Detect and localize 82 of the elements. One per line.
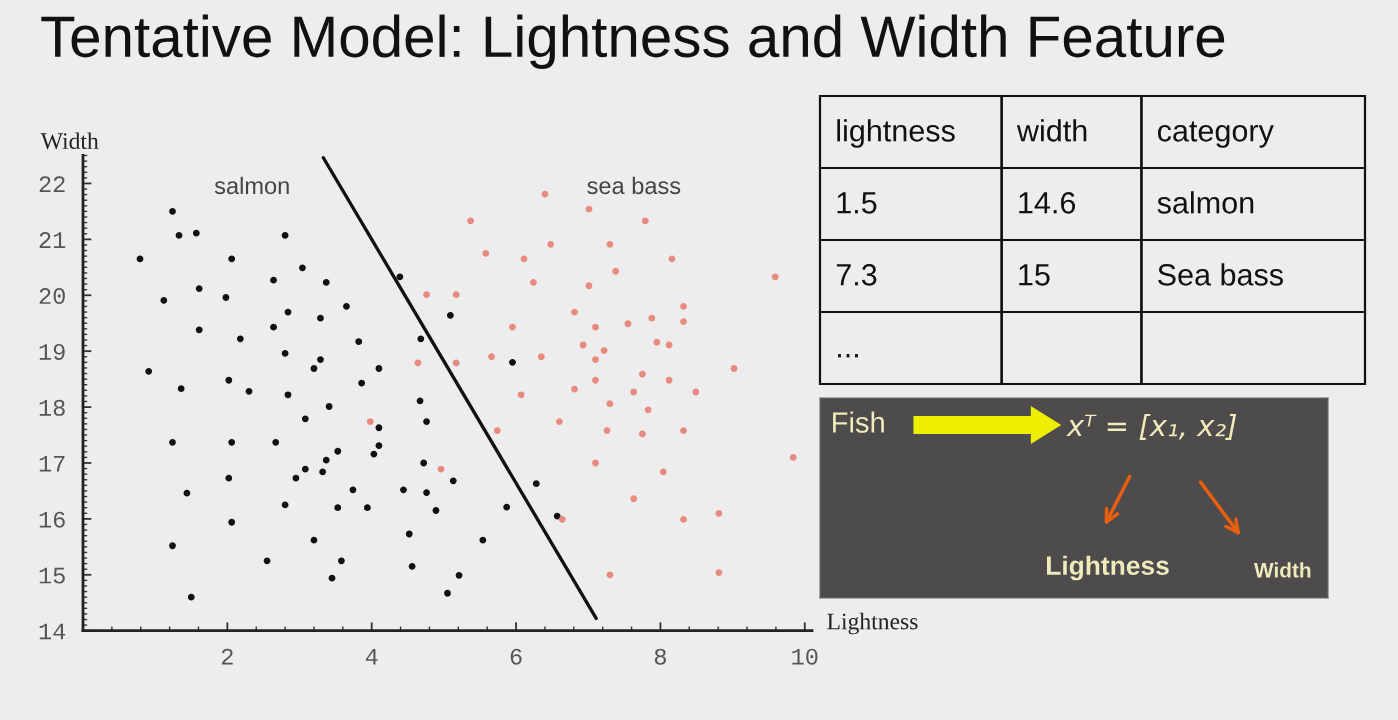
point [603, 427, 611, 434]
point [641, 217, 649, 225]
point [509, 323, 516, 331]
point [488, 353, 495, 361]
point [680, 303, 687, 310]
point [592, 356, 599, 363]
category-label: category [1157, 121, 1274, 148]
point [592, 323, 599, 331]
point [547, 240, 555, 248]
y-tick-label: 18 [39, 399, 65, 416]
point [606, 400, 614, 408]
point [638, 430, 646, 438]
point [452, 359, 460, 367]
point [730, 365, 738, 372]
x-tick-label: 2 [221, 648, 233, 665]
y-tick-label: 16 [39, 511, 65, 528]
point [644, 406, 652, 414]
point [585, 282, 593, 290]
text: Fish [833, 411, 884, 433]
y-tick-label: 20 [39, 288, 65, 305]
chart-title: Tentative Model: Lightness and Width Feature [41, 14, 1225, 69]
point [529, 279, 537, 286]
series-label: salmon [214, 176, 289, 195]
y-tick-label: 19 [39, 343, 65, 360]
point [648, 314, 656, 322]
point [638, 370, 646, 378]
text: xᵀ = [x₁, x₂] [1066, 413, 1237, 440]
point [606, 571, 614, 579]
y-tick-label: 17 [39, 455, 65, 472]
x-tick-label: 4 [365, 648, 378, 665]
y-tick-label: 21 [39, 232, 66, 248]
point [600, 347, 608, 355]
point [680, 318, 687, 325]
point [482, 249, 490, 257]
point [771, 273, 779, 281]
point [789, 453, 797, 461]
point [606, 240, 614, 248]
point [715, 569, 723, 576]
point [452, 291, 460, 299]
text: 7.3 [836, 264, 877, 286]
text: ... [838, 354, 858, 358]
point [630, 495, 638, 503]
y-tick-label: 14 [39, 623, 66, 640]
point [653, 338, 661, 346]
text: Lightness [1046, 555, 1169, 581]
point [558, 516, 566, 523]
point [571, 385, 578, 393]
point [630, 388, 638, 396]
x-tick-label: 6 [510, 648, 522, 665]
text: 15 [1019, 264, 1050, 286]
point [517, 391, 525, 399]
point [555, 418, 563, 426]
point [571, 308, 578, 316]
point [366, 418, 374, 426]
text: Width [1253, 562, 1311, 578]
y-tick-label: 22 [39, 176, 65, 193]
point [592, 459, 599, 467]
point [715, 509, 723, 517]
point [467, 217, 474, 225]
x-tick-label: 8 [654, 648, 666, 665]
x-tick-label: 10 [792, 648, 818, 665]
x-axis-title: Lightness [827, 612, 918, 635]
point [692, 388, 700, 396]
point [423, 291, 430, 299]
text: 14.6 [1019, 192, 1076, 214]
series-label: sea bass [587, 176, 681, 195]
point [659, 468, 667, 476]
text: salmon [1157, 191, 1254, 214]
category-label: lightness [837, 119, 955, 148]
point [680, 516, 687, 523]
y-axis-title: Width [40, 132, 99, 150]
point [624, 320, 632, 328]
text: 1.5 [837, 192, 877, 214]
text: Sea bass [1158, 263, 1283, 286]
point [665, 376, 673, 384]
point [592, 376, 599, 384]
point [680, 427, 687, 434]
category-label: width [1016, 119, 1087, 142]
point [537, 353, 545, 361]
point [612, 267, 620, 275]
y-tick-label: 15 [39, 567, 65, 584]
point [493, 427, 501, 434]
